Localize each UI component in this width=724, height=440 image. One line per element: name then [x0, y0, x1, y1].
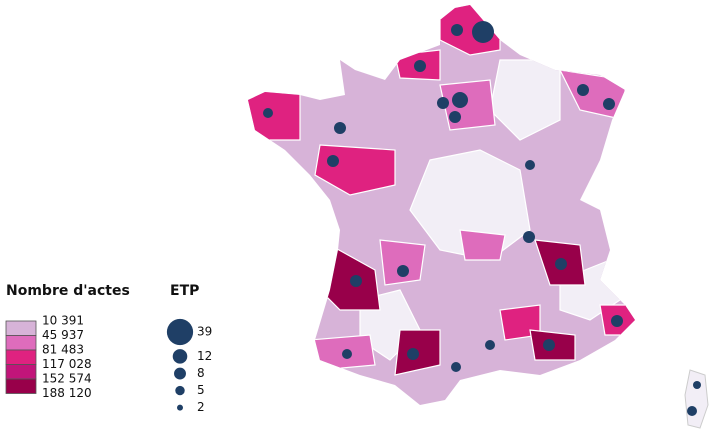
- bubble: [263, 108, 273, 118]
- bubble: [350, 275, 362, 287]
- legend-bubble: [175, 385, 185, 396]
- region: [409, 149, 531, 261]
- legend-swatch: [5, 335, 37, 351]
- bubble: [437, 97, 449, 109]
- bubble: [485, 340, 495, 350]
- bubble: [543, 339, 555, 351]
- bubble: [452, 92, 468, 108]
- bubble: [451, 24, 463, 36]
- legend-label: 8: [197, 366, 205, 380]
- france-map: [248, 5, 709, 429]
- bubble: [603, 98, 615, 110]
- bubble: [407, 348, 419, 360]
- legend-label: 12: [197, 349, 212, 363]
- legend-label: 2: [197, 400, 205, 414]
- bubbles: [263, 21, 701, 416]
- legend-label: 45 937: [42, 328, 84, 342]
- bubble: [693, 381, 701, 389]
- legend-bubble: [166, 318, 194, 346]
- region: [379, 239, 426, 286]
- legend-swatch: [5, 378, 37, 394]
- legend-label: 5: [197, 383, 205, 397]
- bubble: [342, 349, 352, 359]
- bubble: [611, 315, 623, 327]
- legend-label: 39: [197, 325, 212, 339]
- legend-swatch: [5, 320, 37, 336]
- legend-bubble: [172, 349, 188, 364]
- bubble: [414, 60, 426, 72]
- legend-label: 152 574: [42, 372, 92, 386]
- legend-swatch: [5, 364, 37, 380]
- legend-bubbles: ETP 39 12 8 5 2: [166, 283, 212, 414]
- bubble: [397, 265, 409, 277]
- bubble: [687, 406, 697, 416]
- bubble: [555, 258, 567, 270]
- legend-swatch: [5, 349, 37, 365]
- bubble: [523, 231, 535, 243]
- bubble: [334, 122, 346, 134]
- legend-title: Nombre d'actes: [6, 283, 130, 299]
- region: [459, 229, 506, 261]
- bubble: [451, 362, 461, 372]
- legend-label: 81 483: [42, 343, 84, 357]
- bubble: [525, 160, 535, 170]
- legend-label: 117 028: [42, 357, 92, 371]
- legend-bubble: [177, 404, 183, 411]
- bubble: [449, 111, 461, 123]
- corsica: [684, 369, 709, 429]
- legend-label: 10 391: [42, 314, 84, 328]
- legend-label: 188 120: [42, 386, 92, 400]
- bubble: [327, 155, 339, 167]
- bubble: [577, 84, 589, 96]
- legend-bubble: [174, 367, 186, 380]
- legend-title: ETP: [170, 283, 199, 299]
- bubble: [472, 21, 494, 43]
